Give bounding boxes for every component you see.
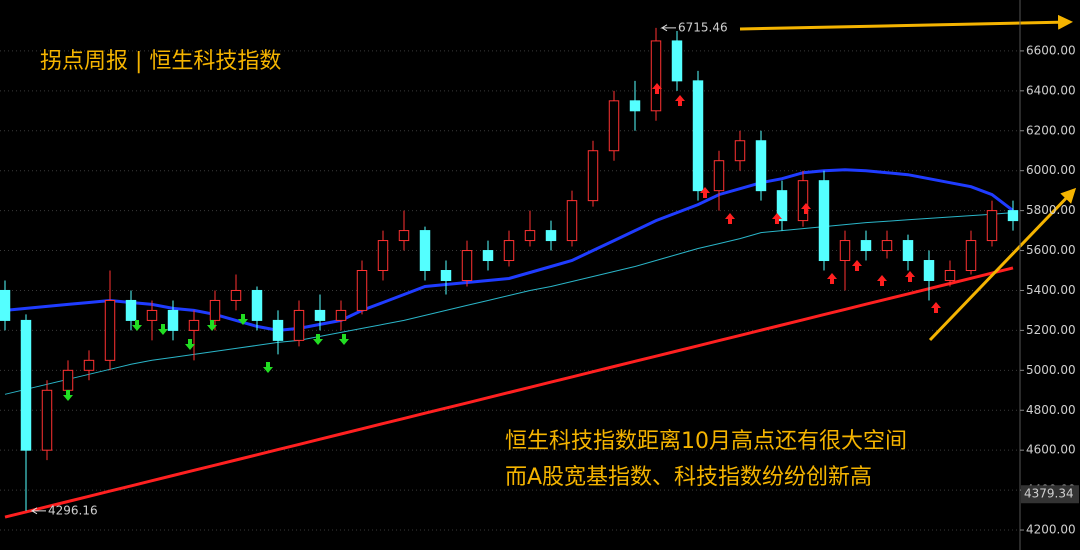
candle-body	[671, 40, 683, 82]
candle-body	[965, 240, 977, 272]
candle-body	[503, 240, 515, 262]
candle-body	[608, 100, 620, 152]
candle-body	[62, 369, 74, 391]
trend-arrow	[739, 14, 1073, 31]
candle-body	[335, 309, 347, 321]
candle-body	[377, 240, 389, 272]
candle-body	[0, 289, 11, 321]
candle-body	[797, 180, 809, 222]
y-tick-label: 5200.00	[1026, 323, 1076, 337]
candle-body	[923, 260, 935, 281]
candle-body	[755, 140, 767, 192]
candles: 6715.46 4296.16	[0, 20, 1019, 517]
y-tick-label: 6600.00	[1026, 43, 1076, 57]
candle-body	[272, 319, 284, 341]
grid	[0, 50, 1020, 531]
ma-line	[4, 212, 1014, 395]
candle-body	[545, 230, 557, 242]
y-tick-label: 4200.00	[1026, 523, 1076, 537]
candle-body	[776, 190, 788, 222]
candle-body	[713, 160, 725, 192]
y-axis: 4200.004400.004600.004800.005000.005200.…	[1019, 0, 1079, 550]
candle-body	[356, 270, 368, 311]
y-tick-label: 6400.00	[1026, 83, 1076, 97]
candle-body	[587, 150, 599, 202]
candle-body	[20, 319, 32, 451]
candle-body	[293, 309, 305, 341]
chart-title: 拐点周报 | 恒生科技指数	[40, 49, 281, 74]
candle-body	[839, 240, 851, 262]
candle-body	[860, 240, 872, 252]
candle-body	[944, 270, 956, 281]
candle-body	[230, 289, 242, 301]
candle-body	[209, 299, 221, 321]
candle-body	[167, 309, 179, 331]
y-tick-label: 5800.00	[1026, 203, 1076, 217]
y-tick-label: 5600.00	[1026, 243, 1076, 257]
max-label-arrow	[660, 24, 676, 32]
annotation: 恒生科技指数距离10月高点还有很大空间	[505, 429, 907, 454]
trend-arrow	[928, 187, 1077, 342]
candle-body	[734, 140, 746, 162]
y-tick-label: 5000.00	[1026, 363, 1076, 377]
y-tick-label: 5400.00	[1026, 283, 1076, 297]
annotation: 而A股宽基指数、科技指数纷纷创新高	[505, 465, 872, 490]
candle-body	[482, 250, 494, 262]
candle-body	[440, 270, 452, 281]
candle-body	[818, 180, 830, 262]
min-label: 4296.16	[48, 503, 98, 517]
candle-body	[188, 319, 200, 331]
candle-body	[125, 299, 137, 321]
y-tick-label: 6000.00	[1026, 163, 1076, 177]
y-tick-label: 6200.00	[1026, 123, 1076, 137]
candle-body	[650, 40, 662, 112]
candle-body	[629, 100, 641, 112]
candle-body	[398, 230, 410, 242]
candle-body	[692, 80, 704, 192]
candle-body	[41, 389, 53, 451]
candle-body	[1007, 210, 1019, 222]
candle-body	[524, 230, 536, 242]
ma-line	[4, 266, 1014, 519]
signal-arrows	[63, 83, 941, 401]
candle-body	[314, 309, 326, 321]
candle-body	[419, 230, 431, 272]
candle-body	[146, 309, 158, 321]
price-tag: 4379.34	[1024, 487, 1074, 501]
candle-body	[83, 359, 95, 371]
max-label: 6715.46	[678, 20, 728, 34]
price-tag-box	[1021, 485, 1079, 504]
candle-body	[881, 240, 893, 252]
candle-body	[251, 289, 263, 321]
candle-body	[902, 240, 914, 262]
candle-body	[986, 210, 998, 242]
y-tick-label: 4800.00	[1026, 403, 1076, 417]
candle-body	[461, 250, 473, 281]
candle-body	[566, 200, 578, 242]
candle-body	[104, 299, 116, 361]
min-label-arrow	[30, 507, 46, 515]
y-tick-label: 4600.00	[1026, 443, 1076, 457]
